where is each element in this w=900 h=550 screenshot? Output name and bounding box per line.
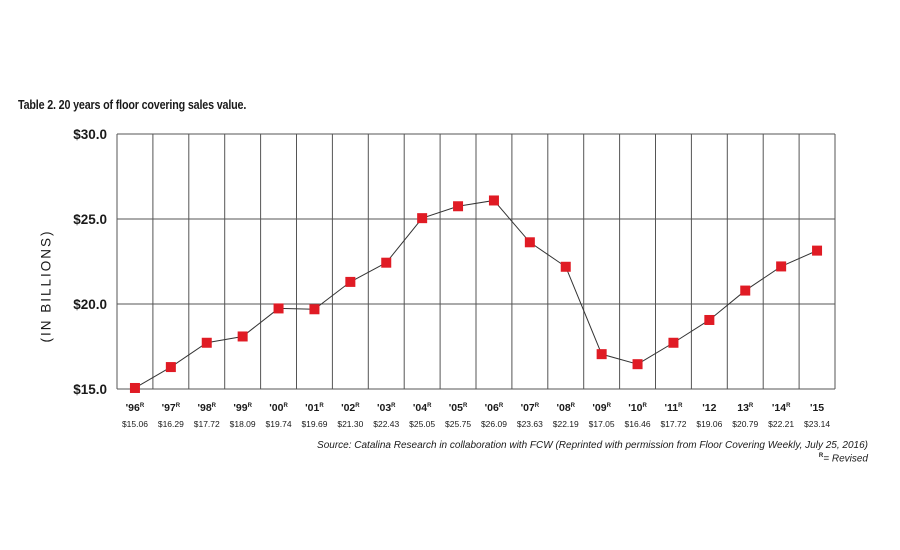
data-value-label: $19.74 bbox=[266, 419, 292, 429]
data-point bbox=[129, 382, 140, 393]
data-value-label: $26.09 bbox=[481, 419, 507, 429]
data-value-label: $17.72 bbox=[660, 419, 686, 429]
x-tick-label: '07R bbox=[521, 402, 540, 414]
data-value-label: $25.05 bbox=[409, 419, 435, 429]
value-labels: $15.06 $16.29 $17.72 $18.09 $19.74 $19.69 $21.… bbox=[122, 419, 830, 429]
data-value-label: $23.14 bbox=[804, 419, 830, 429]
data-value-label: $18.09 bbox=[230, 419, 256, 429]
x-tick-label: '97R bbox=[162, 402, 181, 414]
data-point bbox=[488, 195, 499, 206]
data-value-label: $17.05 bbox=[589, 419, 615, 429]
data-point bbox=[453, 201, 464, 212]
data-point bbox=[165, 362, 176, 373]
data-point bbox=[560, 261, 571, 272]
data-value-label: $25.75 bbox=[445, 419, 471, 429]
x-tick-label: '99R bbox=[233, 402, 252, 414]
data-value-label: $19.69 bbox=[301, 419, 327, 429]
data-point bbox=[740, 285, 751, 296]
data-value-label: $15.06 bbox=[122, 419, 148, 429]
data-point bbox=[776, 261, 787, 272]
data-point bbox=[381, 257, 392, 268]
series-line bbox=[134, 199, 818, 389]
data-value-label: $19.06 bbox=[696, 419, 722, 429]
x-tick-label: '96R bbox=[126, 402, 145, 414]
data-value-label: $16.46 bbox=[625, 419, 651, 429]
x-tick-label: '11R bbox=[664, 402, 683, 414]
data-value-label: $22.21 bbox=[768, 419, 794, 429]
x-tick-label: '03R bbox=[377, 402, 396, 414]
data-point bbox=[273, 303, 284, 314]
data-value-label: $21.30 bbox=[337, 419, 363, 429]
x-tick-label: '15 bbox=[810, 402, 824, 414]
grid-lines bbox=[116, 133, 836, 390]
x-tick-labels: '96R '97R '98R '99R '00R '01R '02R '03R '04R '05R… bbox=[126, 402, 825, 414]
data-value-label: $22.43 bbox=[373, 419, 399, 429]
data-value-label: $20.79 bbox=[732, 419, 758, 429]
data-point bbox=[417, 213, 428, 224]
revised-mark: R bbox=[818, 453, 824, 459]
x-tick-label: 13R bbox=[737, 402, 754, 414]
y-tick-labels: $15.0 $20.0 $25.0 $30.0 bbox=[73, 127, 107, 397]
y-tick-label: $15.0 bbox=[73, 382, 107, 397]
revised-note: R= Revised bbox=[819, 453, 868, 464]
x-tick-label: '00R bbox=[269, 402, 288, 414]
x-tick-label: '08R bbox=[556, 402, 575, 414]
data-point bbox=[596, 349, 607, 360]
data-value-label: $16.29 bbox=[158, 419, 184, 429]
source-note: Source: Catalina Research in collaborati… bbox=[317, 440, 868, 451]
x-tick-label: '02R bbox=[341, 402, 360, 414]
data-point bbox=[632, 359, 643, 370]
x-tick-label: '05R bbox=[449, 402, 468, 414]
data-point bbox=[201, 337, 212, 348]
x-tick-label: '09R bbox=[592, 402, 611, 414]
x-tick-label: '01R bbox=[305, 402, 324, 414]
y-tick-label: $25.0 bbox=[73, 212, 107, 227]
y-tick-label: $20.0 bbox=[73, 297, 107, 312]
x-tick-label: '06R bbox=[485, 402, 504, 414]
data-value-label: $23.63 bbox=[517, 419, 543, 429]
chart-title: Table 2. 20 years of floor covering sale… bbox=[18, 98, 247, 112]
data-point bbox=[524, 237, 535, 248]
data-markers bbox=[129, 195, 823, 393]
x-tick-label: '04R bbox=[413, 402, 432, 414]
y-tick-label: $30.0 bbox=[73, 127, 107, 142]
data-point bbox=[704, 314, 715, 325]
data-point bbox=[345, 276, 356, 287]
data-point bbox=[812, 245, 823, 256]
data-point bbox=[668, 337, 679, 348]
data-value-label: $17.72 bbox=[194, 419, 220, 429]
x-tick-label: '14R bbox=[772, 402, 791, 414]
data-point bbox=[237, 331, 248, 342]
data-value-label: $22.19 bbox=[553, 419, 579, 429]
data-point bbox=[309, 304, 320, 315]
x-tick-label: '98R bbox=[197, 402, 216, 414]
x-tick-label: '10R bbox=[628, 402, 647, 414]
revised-text: = Revised bbox=[823, 453, 868, 465]
x-tick-label: '12 bbox=[702, 402, 716, 414]
